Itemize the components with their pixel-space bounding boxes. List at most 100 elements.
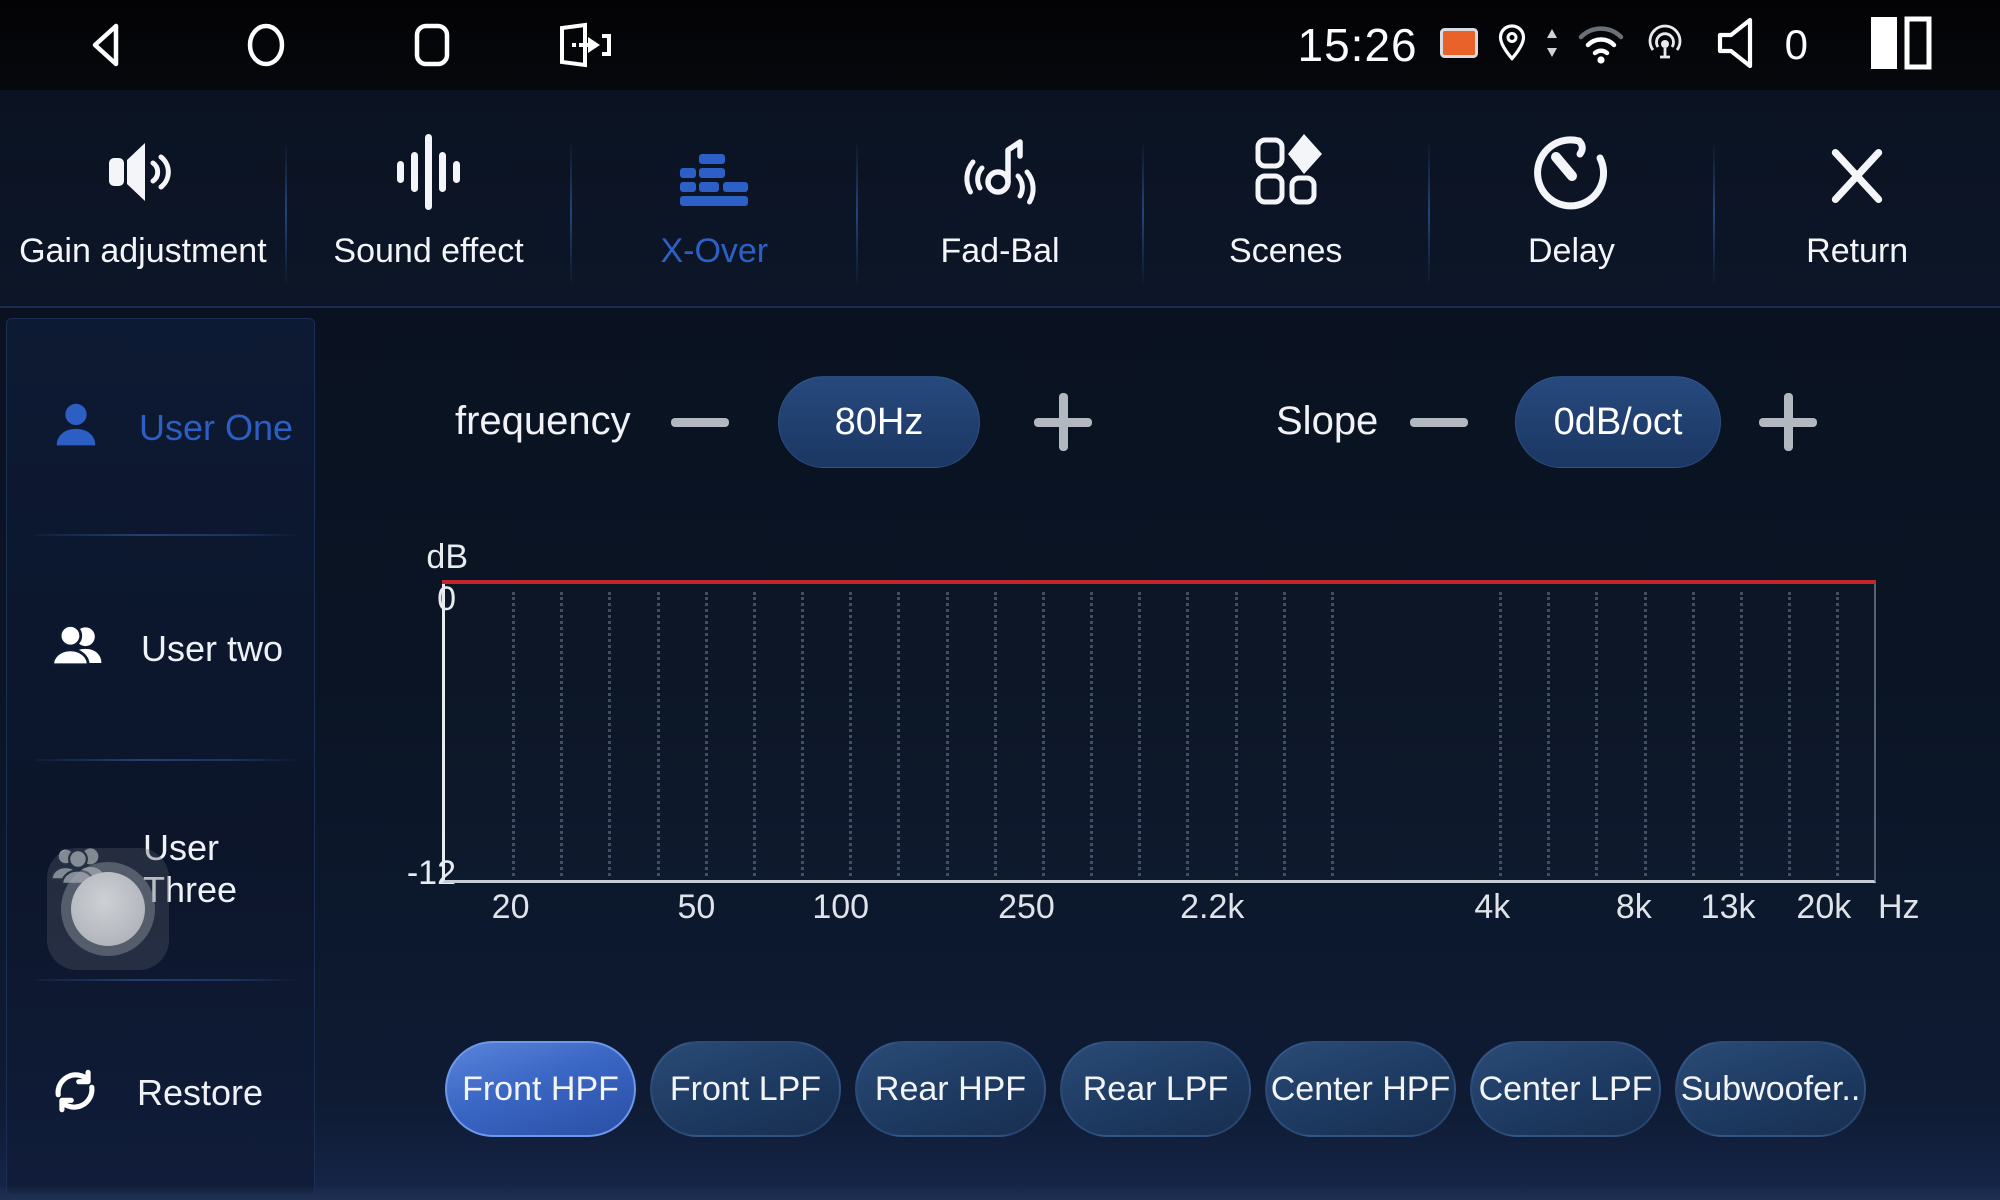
x-tick-label: 13k: [1700, 888, 1756, 926]
back-icon[interactable]: [82, 19, 134, 71]
minus-icon: [1410, 417, 1468, 427]
chart-gridline: [1787, 592, 1791, 876]
slope-plus-button[interactable]: [1751, 385, 1825, 459]
chart-gridlines: [445, 582, 1874, 880]
tab-label: X-Over: [660, 231, 769, 270]
sidebar-item-user-two[interactable]: User two: [7, 579, 314, 719]
chart-gridline: [1547, 592, 1551, 876]
bottom-edge-glow: [0, 1184, 2000, 1200]
chart-gridline: [1282, 592, 1286, 876]
chart-gridline: [1595, 592, 1599, 876]
y-tick-label-minus12: -12: [406, 854, 456, 892]
volume-level: 0: [1784, 21, 1808, 68]
location-pin-icon: [1496, 23, 1528, 68]
sidebar-divider: [35, 534, 296, 536]
slope-label: Slope: [1276, 399, 1379, 443]
home-circle-icon[interactable]: [240, 19, 292, 71]
split-screen-icon: [1868, 14, 1934, 77]
chart-gridline: [1138, 592, 1142, 876]
chart-gridline: [704, 592, 708, 876]
single-user-icon: [47, 397, 105, 460]
tab-label: Scenes: [1229, 231, 1343, 270]
exit-app-icon[interactable]: [552, 19, 611, 71]
timer-icon: [1531, 126, 1611, 212]
channel-center-hpf[interactable]: Center HPF: [1265, 1041, 1456, 1137]
y-tick-label-0: 0: [437, 580, 456, 618]
three-users-icon: [47, 839, 109, 900]
tab-label: Gain adjustment: [19, 231, 267, 270]
sidebar-divider: [35, 979, 296, 981]
chart-gridline: [1234, 592, 1238, 876]
chart-gridline: [1691, 592, 1695, 876]
chart-gridline: [1739, 592, 1743, 876]
y-axis-unit-label: dB: [426, 538, 468, 576]
frequency-minus-button[interactable]: [663, 385, 737, 459]
slope-value-pill[interactable]: 0dB/oct: [1515, 376, 1721, 468]
frequency-value-pill[interactable]: 80Hz: [778, 376, 980, 468]
close-x-icon: [1821, 126, 1893, 212]
channel-subwoofer[interactable]: Subwoofer..: [1675, 1041, 1866, 1137]
chart-gridline: [656, 592, 660, 876]
channel-front-hpf[interactable]: Front HPF: [445, 1041, 636, 1137]
sidebar-item-label: User Three: [143, 827, 238, 910]
tab-x-over[interactable]: X-Over: [571, 90, 858, 306]
chart-gridline: [1499, 592, 1503, 876]
cast-icon: [1439, 27, 1479, 64]
slope-minus-button[interactable]: [1402, 385, 1476, 459]
sidebar-item-label: User One: [139, 407, 294, 448]
channel-button-row: Front HPF Front LPF Rear HPF Rear LPF Ce…: [445, 1041, 1866, 1137]
minus-icon: [671, 417, 729, 427]
sidebar-item-label: Restore: [137, 1072, 264, 1113]
chart-gridline: [1836, 592, 1840, 876]
frequency-plus-button[interactable]: [1026, 385, 1100, 459]
sidebar-divider: [35, 759, 296, 761]
x-tick-label: 2.2k: [1180, 888, 1245, 926]
sidebar-item-user-three[interactable]: User Three: [7, 799, 314, 939]
tab-scenes[interactable]: Scenes: [1143, 90, 1430, 306]
hotspot-icon: [1643, 21, 1687, 70]
crossover-response-chart: [442, 580, 1876, 883]
chart-gridline: [993, 592, 997, 876]
speaker-icon: [103, 126, 183, 212]
x-tick-label: 50: [677, 888, 716, 926]
sidebar-item-restore[interactable]: Restore: [7, 1023, 314, 1163]
tab-delay[interactable]: Delay: [1429, 90, 1716, 306]
channel-center-lpf[interactable]: Center LPF: [1470, 1041, 1661, 1137]
tab-label: Return: [1806, 231, 1909, 270]
speaker-volume-icon: [1714, 15, 1766, 76]
sidebar-item-user-one[interactable]: User One: [7, 358, 314, 498]
chart-gridline: [512, 592, 516, 876]
chart-gridline: [560, 592, 564, 876]
status-indicators: 15:26: [1298, 0, 1934, 90]
grid-diamond-icon: [1246, 126, 1326, 212]
wifi-icon: [1576, 22, 1626, 69]
two-users-icon: [47, 618, 107, 681]
status-bar: 15:26: [0, 0, 2000, 90]
chart-gridline: [1041, 592, 1045, 876]
floating-touch-button[interactable]: [47, 848, 169, 970]
data-updown-icon: [1545, 27, 1559, 64]
channel-rear-lpf[interactable]: Rear LPF: [1060, 1041, 1251, 1137]
x-tick-label: 8k: [1615, 888, 1652, 926]
recents-square-icon[interactable]: [406, 19, 458, 71]
tab-label: Delay: [1527, 231, 1615, 270]
channel-rear-hpf[interactable]: Rear HPF: [855, 1041, 1046, 1137]
chart-gridline: [1330, 592, 1334, 876]
restore-refresh-icon: [47, 1063, 103, 1124]
tab-return[interactable]: Return: [1714, 90, 2000, 306]
tab-fad-bal[interactable]: Fad-Bal: [857, 90, 1144, 306]
x-tick-label: 100: [812, 888, 870, 926]
tab-sound-effect[interactable]: Sound effect: [286, 90, 573, 306]
chart-gridline: [752, 592, 756, 876]
x-tick-label: 20: [491, 888, 530, 926]
chart-gridline: [897, 592, 901, 876]
response-line: [442, 580, 1876, 584]
equalizer-bars-icon: [674, 126, 754, 212]
channel-front-lpf[interactable]: Front LPF: [650, 1041, 841, 1137]
chart-gridline: [1643, 592, 1647, 876]
tab-gain-adjustment[interactable]: Gain adjustment: [0, 90, 287, 306]
frequency-label: frequency: [455, 399, 631, 443]
chart-gridline: [849, 592, 853, 876]
chart-gridline: [945, 592, 949, 876]
